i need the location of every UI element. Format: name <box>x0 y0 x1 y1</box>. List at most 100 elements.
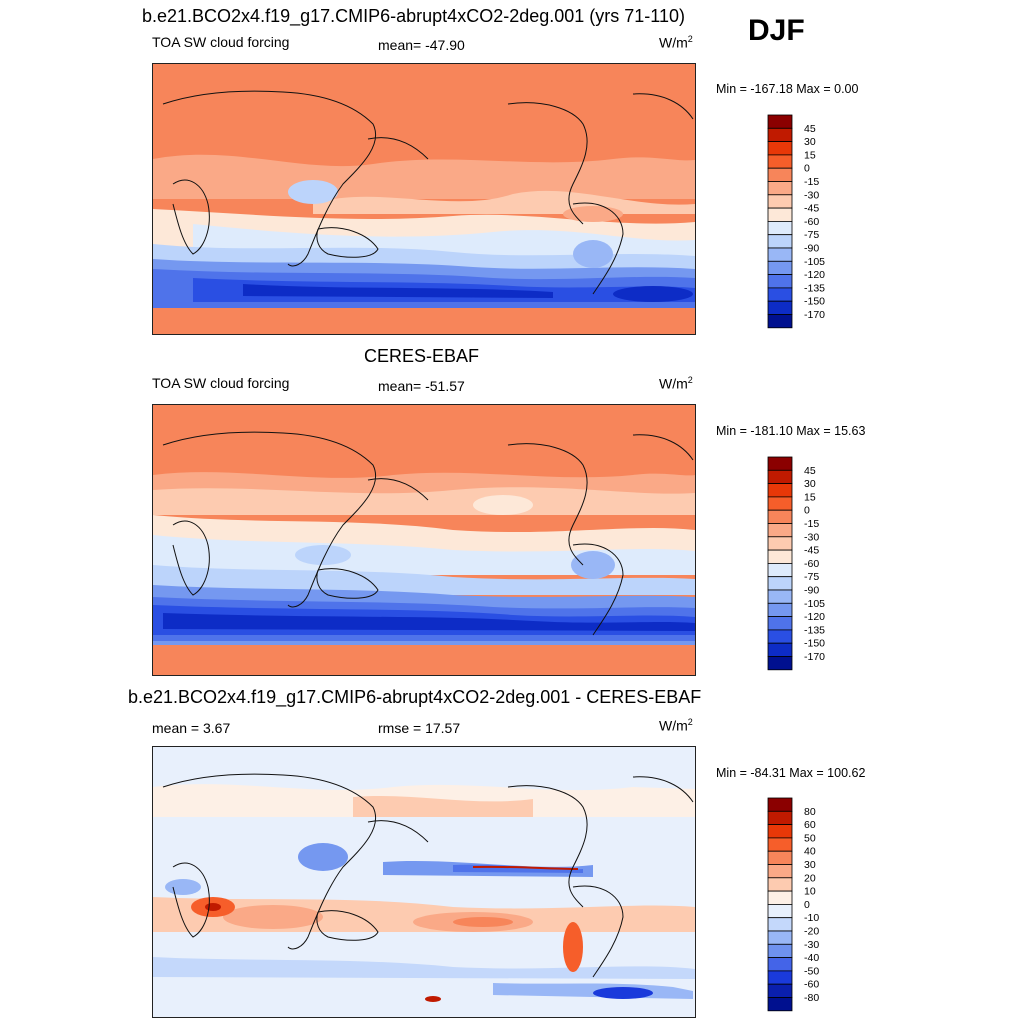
panel3-colorbar: 80 60 50 40 30 20 10 0 -10 -20 -30 -40 -50 -60 -80 <box>767 797 828 1013</box>
colorbar-swatch <box>767 509 793 524</box>
colorbar-swatch <box>767 642 793 657</box>
colorbar-swatch <box>767 877 793 892</box>
colorbar-swatch <box>767 616 793 631</box>
colorbar-tick-label: 45 <box>804 465 816 477</box>
colorbar-tick-label: -40 <box>804 952 819 964</box>
colorbar-tick-label: -15 <box>804 518 819 530</box>
colorbar-swatch <box>767 970 793 985</box>
colorbar-tick-label: 0 <box>804 163 810 175</box>
colorbar-tick-label: -30 <box>804 189 819 201</box>
panel2-mean-label: mean= -51.57 <box>378 378 465 394</box>
colorbar-swatch <box>767 314 793 329</box>
panel2-colorbar: 45 30 15 0 -15 -30 -45 -60 -75 -90 -105 -120 -135 -15… <box>767 456 828 672</box>
colorbar-swatch <box>767 943 793 959</box>
colorbar-swatch <box>767 247 793 262</box>
colorbar-tick-label: -10 <box>804 912 819 924</box>
panel2-title: CERES-EBAF <box>364 346 480 366</box>
colorbar-tick-label: 15 <box>804 491 816 503</box>
panel2-left-label: TOA SW cloud forcing <box>152 375 290 391</box>
colorbar-tick-label: 80 <box>804 806 816 818</box>
colorbar-tick-label: -60 <box>804 979 819 991</box>
colorbar-swatch <box>767 890 793 905</box>
colorbar-tick-label: 30 <box>804 136 816 148</box>
colorbar-tick-label: -135 <box>804 624 825 636</box>
colorbar-tick-label: -75 <box>804 571 819 583</box>
colorbar-tick-label: 10 <box>804 886 816 898</box>
colorbar-swatch <box>767 864 793 879</box>
colorbar-swatch <box>767 523 793 538</box>
panel1-units: W/m2 <box>659 34 693 51</box>
colorbar-swatch <box>767 496 793 511</box>
colorbar-swatch <box>767 824 793 839</box>
colorbar-swatch <box>767 114 793 129</box>
colorbar-tick-label: 0 <box>804 899 810 911</box>
panel3-mean-label: mean = 3.67 <box>152 720 231 736</box>
colorbar-tick-label: -170 <box>804 309 825 321</box>
colorbar-swatch <box>767 287 793 302</box>
colorbar-tick-label: -30 <box>804 939 819 951</box>
panel3-rmse-label: rmse = 17.57 <box>378 720 461 736</box>
panel3-units: W/m2 <box>659 717 693 734</box>
colorbar-swatch <box>767 181 793 196</box>
colorbar-swatch <box>767 194 793 209</box>
colorbar-tick-label: 20 <box>804 872 816 884</box>
colorbar-swatch <box>767 469 793 485</box>
colorbar-swatch <box>767 850 793 865</box>
colorbar-tick-label: 40 <box>804 846 816 858</box>
colorbar-swatch <box>767 997 793 1012</box>
colorbar-swatch <box>767 274 793 289</box>
panel3-map <box>152 746 696 1018</box>
colorbar-tick-label: -105 <box>804 598 825 610</box>
colorbar-tick-label: 45 <box>804 123 816 135</box>
colorbar-tick-label: -45 <box>804 545 819 557</box>
colorbar-tick-label: -105 <box>804 256 825 268</box>
colorbar-swatch <box>767 629 793 644</box>
colorbar-swatch <box>767 167 793 182</box>
panel2-units: W/m2 <box>659 375 693 392</box>
colorbar-tick-label: -170 <box>804 651 825 663</box>
colorbar-swatch <box>767 536 793 551</box>
colorbar-swatch <box>767 549 793 564</box>
colorbar-tick-label: 0 <box>804 505 810 517</box>
colorbar-tick-label: -90 <box>804 585 819 597</box>
panel1-map <box>152 63 696 335</box>
colorbar-tick-label: 30 <box>804 859 816 871</box>
panel1-minmax: Min = -167.18 Max = 0.00 <box>716 82 859 96</box>
colorbar-swatch <box>767 260 793 276</box>
colorbar-swatch <box>767 456 793 471</box>
colorbar-tick-label: -80 <box>804 992 819 1004</box>
colorbar-tick-label: -45 <box>804 203 819 215</box>
colorbar-tick-label: -120 <box>804 611 825 623</box>
colorbar-swatch <box>767 300 793 315</box>
colorbar-tick-label: -120 <box>804 269 825 281</box>
colorbar-swatch <box>767 837 793 852</box>
colorbar-tick-label: 30 <box>804 478 816 490</box>
colorbar-swatch <box>767 983 793 998</box>
colorbar-tick-label: -135 <box>804 282 825 294</box>
panel2-map <box>152 404 696 676</box>
panel1-mean-label: mean= -47.90 <box>378 37 465 53</box>
colorbar-swatch <box>767 141 793 156</box>
colorbar-swatch <box>767 797 793 812</box>
colorbar-tick-label: -60 <box>804 216 819 228</box>
colorbar-swatch <box>767 127 793 143</box>
colorbar-swatch <box>767 810 793 826</box>
colorbar-tick-label: -20 <box>804 926 819 938</box>
colorbar-swatch <box>767 930 793 945</box>
colorbar-tick-label: 60 <box>804 819 816 831</box>
panel3-minmax: Min = -84.31 Max = 100.62 <box>716 766 866 780</box>
colorbar-swatch <box>767 589 793 604</box>
panel3-title: b.e21.BCO2x4.f19_g17.CMIP6-abrupt4xCO2-2… <box>128 687 702 707</box>
colorbar-tick-label: -150 <box>804 638 825 650</box>
colorbar-swatch <box>767 904 793 919</box>
panel1-colorbar: 45 30 15 0 -15 -30 -45 -60 -75 -90 -105 -120 -135 -15… <box>767 114 828 330</box>
colorbar-swatch <box>767 656 793 671</box>
colorbar-tick-label: -30 <box>804 531 819 543</box>
colorbar-swatch <box>767 207 793 222</box>
colorbar-swatch <box>767 576 793 591</box>
colorbar-tick-label: -90 <box>804 243 819 255</box>
colorbar-swatch <box>767 234 793 249</box>
colorbar-tick-label: -60 <box>804 558 819 570</box>
